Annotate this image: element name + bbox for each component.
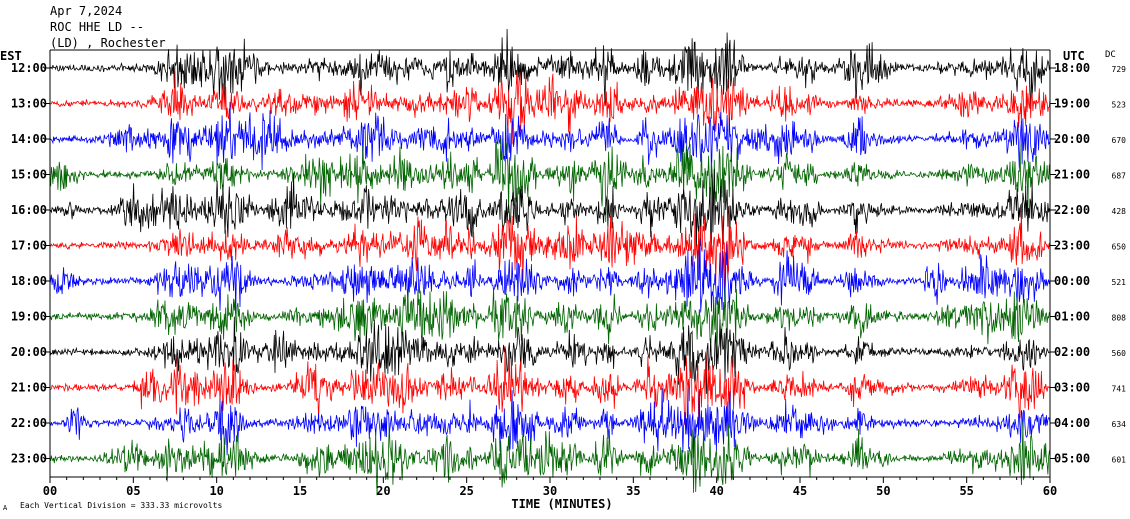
utc-hour-label: 22:00: [1054, 203, 1090, 217]
x-tick-label: 60: [1043, 484, 1057, 498]
utc-hour-label: 19:00: [1054, 97, 1090, 111]
x-tick-label: 05: [126, 484, 140, 498]
dc-offset-label: 560: [1112, 349, 1127, 358]
trace-1400: [49, 101, 1051, 178]
est-label: EST: [0, 49, 22, 63]
dc-offset-label: 650: [1112, 243, 1127, 252]
row-tick-layer: [44, 67, 1056, 459]
x-tick-layer: 00 05 10 15 20 25 30 35 40 45 50 55 60: [43, 477, 1057, 498]
trace-1600: [49, 168, 1051, 250]
x-tick-label: 30: [543, 484, 557, 498]
x-tick-label: 15: [293, 484, 307, 498]
x-tick-label: 50: [876, 484, 890, 498]
dc-offset-label: 521: [1112, 278, 1127, 287]
utc-hour-label: 05:00: [1054, 452, 1090, 466]
utc-hour-label: 03:00: [1054, 381, 1090, 395]
est-hour-label: 14:00: [11, 132, 47, 146]
location-label: (LD) , Rochester: [50, 36, 166, 50]
utc-hour-label: 18:00: [1054, 61, 1090, 75]
trace-1500: [49, 137, 1051, 223]
trace-1900: [49, 286, 1051, 353]
x-tick-label: 00: [43, 484, 57, 498]
dc-offset-label: 670: [1112, 136, 1127, 145]
dc-offset-label: 601: [1112, 456, 1127, 465]
est-hour-label: 18:00: [11, 274, 47, 288]
trace-1700: [49, 204, 1051, 291]
date-label: Apr 7,2024: [50, 4, 122, 18]
x-tick-label: 25: [459, 484, 473, 498]
est-hour-label: 20:00: [11, 345, 47, 359]
dc-offset-label: 687: [1112, 172, 1127, 181]
trace-2100: [49, 346, 1051, 426]
trace-1300: [49, 71, 1051, 145]
trace-1800: [49, 238, 1051, 314]
est-hour-label: 23:00: [11, 452, 47, 466]
dc-offset-label: 741: [1112, 385, 1127, 394]
est-hour-label: 19:00: [11, 310, 47, 324]
utc-hour-label: 20:00: [1054, 132, 1090, 146]
trace-2000: [49, 316, 1051, 394]
dc-offset-label: 729: [1112, 65, 1127, 74]
est-hour-label: 12:00: [11, 61, 47, 75]
dc-label: DC: [1105, 50, 1116, 60]
utc-hour-label: 21:00: [1054, 168, 1090, 182]
dc-offset-label: 634: [1112, 420, 1127, 429]
utc-hour-label: 23:00: [1054, 239, 1090, 253]
x-tick-label: 40: [709, 484, 723, 498]
utc-label: UTC: [1063, 49, 1085, 63]
x-axis-label: TIME (MINUTES): [511, 497, 612, 511]
trace-2200: [49, 387, 1051, 459]
x-tick-label: 35: [626, 484, 640, 498]
utc-hour-label: 02:00: [1054, 345, 1090, 359]
trace-layer: [49, 28, 1051, 496]
dc-offset-label: 523: [1112, 101, 1127, 110]
est-hour-label: 15:00: [11, 168, 47, 182]
est-hour-label: 21:00: [11, 381, 47, 395]
dc-offset-label: 808: [1112, 314, 1127, 323]
dc-offset-label: 428: [1112, 207, 1127, 216]
station-label: ROC HHE LD --: [50, 20, 144, 34]
x-tick-label: 20: [376, 484, 390, 498]
utc-hour-label: 04:00: [1054, 416, 1090, 430]
trace-2300: [49, 421, 1051, 496]
footer-mark: A: [3, 504, 8, 512]
est-hour-label: 22:00: [11, 416, 47, 430]
x-tick-label: 55: [959, 484, 973, 498]
est-hour-label: 16:00: [11, 203, 47, 217]
utc-hour-label: 00:00: [1054, 274, 1090, 288]
est-hour-label: 13:00: [11, 97, 47, 111]
utc-hour-label: 01:00: [1054, 310, 1090, 324]
x-tick-label: 45: [793, 484, 807, 498]
row-label-layer: 12:00 18:00 729 13:00 19:00 523 14:00 20:00 670 1…: [11, 61, 1126, 466]
trace-1200: [49, 28, 1051, 108]
vertical-division-note: Each Vertical Division = 333.33 microvol…: [20, 501, 222, 510]
est-hour-label: 17:00: [11, 239, 47, 253]
x-tick-label: 10: [209, 484, 223, 498]
